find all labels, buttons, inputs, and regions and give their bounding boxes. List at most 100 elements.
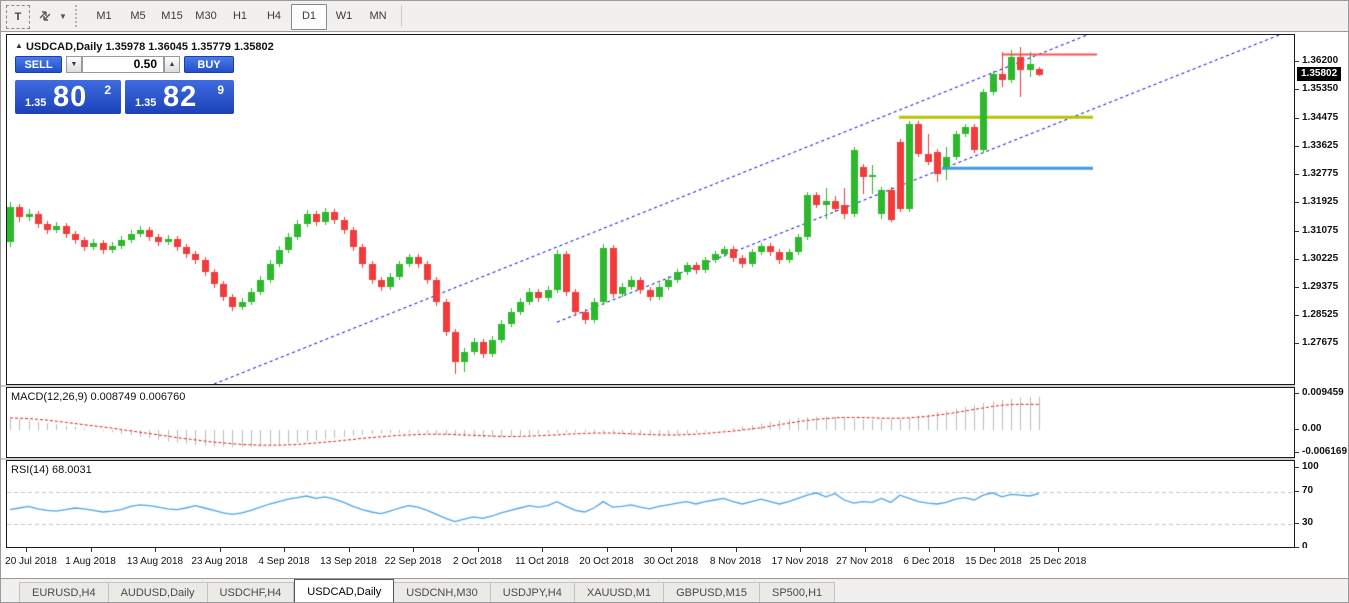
toolbar: T ▼ M1 M5 M15 M30 H1 H4 D1 W1 MN (1, 1, 1348, 32)
date-label: 27 Nov 2018 (836, 556, 893, 567)
timeframe-button-m30[interactable]: M30 (195, 10, 217, 22)
price-tick-1.36200: 1.36200 (1302, 55, 1339, 66)
arrows-tool-icon[interactable] (34, 5, 56, 27)
rsi-tick-70: 70 (1302, 485, 1314, 496)
rsi-pane[interactable]: RSI(14) 68.0031 (6, 460, 1295, 548)
sell-price-small: 1.35 (25, 97, 47, 109)
symbol-period: USDCAD,Daily (25, 41, 103, 53)
pane-splitter-2[interactable] (1, 458, 1348, 460)
date-label: 11 Oct 2018 (515, 556, 569, 567)
timeframe-button-w1[interactable]: W1 (335, 10, 353, 22)
date-label: 25 Dec 2018 (1029, 556, 1087, 567)
one-click-trading-panel: SELL ▼ 0.50 ▲ BUY 1.35 80 2 1.35 82 (15, 56, 234, 114)
rsi-tick-0: 0 (1302, 541, 1308, 552)
date-label: 2 Oct 2018 (453, 556, 502, 567)
macd-tick-0.009459: 0.009459 (1302, 387, 1344, 398)
macd-value-main: 0.008749 (90, 391, 137, 403)
chart-tab-usdjpy[interactable]: USDJPY,H4 (490, 582, 575, 602)
timeframe-button-d1[interactable]: D1 (291, 4, 327, 30)
price-tick-1.28525: 1.28525 (1302, 309, 1339, 320)
current-price-tag: 1.35802 (1297, 67, 1342, 81)
price-tick-1.29375: 1.29375 (1302, 281, 1339, 292)
sell-price-box[interactable]: 1.35 80 2 (15, 80, 121, 114)
pane-splitter[interactable] (1, 385, 1348, 387)
timeframe-button-h1[interactable]: H1 (232, 10, 248, 22)
buy-price-pip: 9 (217, 83, 224, 97)
volume-input[interactable]: 0.50 (82, 56, 164, 73)
arrows-icon (39, 11, 51, 21)
sell-price-pip: 2 (104, 83, 111, 97)
chart-tab-usdcnh[interactable]: USDCNH,M30 (394, 582, 491, 602)
text-tool-icon[interactable]: T (6, 5, 30, 29)
date-label: 8 Nov 2018 (709, 556, 762, 567)
rsi-tick-30: 30 (1302, 517, 1314, 528)
timeframe-button-mn[interactable]: MN (369, 10, 387, 22)
date-label: 20 Oct 2018 (579, 556, 634, 567)
volume-down-button[interactable]: ▼ (66, 56, 82, 73)
macd-label: MACD(12,26,9) 0.008749 0.006760 (11, 391, 186, 403)
price-tick-1.31925: 1.31925 (1302, 196, 1339, 207)
volume-stepper: ▼ 0.50 ▲ (66, 56, 180, 73)
macd-value-signal: 0.006760 (139, 391, 186, 403)
date-label: 6 Dec 2018 (903, 556, 955, 567)
dropdown-caret-icon[interactable]: ▼ (59, 11, 67, 21)
sell-price-big: 80 (53, 81, 88, 113)
timeframe-button-m1[interactable]: M1 (96, 10, 112, 22)
price-tick-1.27675: 1.27675 (1302, 337, 1339, 348)
collapse-arrow-icon[interactable]: ▲ (15, 41, 23, 50)
date-label: 1 Aug 2018 (65, 556, 116, 567)
price-tick-1.30225: 1.30225 (1302, 253, 1339, 264)
price-tick-1.32775: 1.32775 (1302, 168, 1339, 179)
rsi-tick-100: 100 (1302, 461, 1319, 472)
ohlc-open: 1.35978 (105, 41, 146, 53)
chart-tab-audusd[interactable]: AUDUSD,Daily (108, 582, 208, 602)
price-pane[interactable]: ▲ USDCAD,Daily 1.35978 1.36045 1.35779 1… (6, 34, 1295, 385)
date-label: 15 Dec 2018 (965, 556, 1022, 567)
chart-tab-sp500[interactable]: SP500,H1 (759, 582, 836, 602)
price-tick-1.35350: 1.35350 (1302, 83, 1339, 94)
toolbar-grip (75, 5, 80, 27)
chart-tab-xauusd[interactable]: XAUUSD,M1 (574, 582, 665, 602)
price-tick-1.34475: 1.34475 (1302, 112, 1339, 123)
ohlc-close: 1.35802 (233, 41, 274, 53)
date-label: 17 Nov 2018 (771, 556, 829, 567)
macd-pane[interactable]: MACD(12,26,9) 0.008749 0.006760 (6, 387, 1295, 458)
chart-tab-usdcad[interactable]: USDCAD,Daily (294, 579, 395, 602)
macd-tick-0.00: 0.00 (1302, 423, 1322, 434)
timeframe-button-m15[interactable]: M15 (161, 10, 183, 22)
price-tick-1.33625: 1.33625 (1302, 140, 1339, 151)
ohlc-low: 1.35779 (191, 41, 231, 53)
rsi-label: RSI(14) 68.0031 (11, 464, 92, 476)
price-tick-1.31075: 1.31075 (1302, 225, 1339, 236)
date-axis[interactable]: 20 Jul 2018 1 Aug 2018 13 Aug 2018 23 Aug 2… (1, 548, 1348, 578)
ohlc-high: 1.36045 (148, 41, 189, 53)
chart-tab-usdchf[interactable]: USDCHF,H4 (207, 582, 295, 602)
chart-window: ▲ USDCAD,Daily 1.35978 1.36045 1.35779 1… (1, 32, 1348, 578)
volume-up-button[interactable]: ▲ (164, 56, 180, 73)
date-label: 30 Oct 2018 (643, 556, 699, 567)
timeframe-button-m5[interactable]: M5 (130, 10, 146, 22)
date-label: 13 Aug 2018 (126, 556, 184, 567)
buy-price-big: 82 (163, 81, 198, 113)
rsi-value: 68.0031 (51, 464, 92, 476)
date-label: 23 Aug 2018 (191, 556, 248, 567)
date-label: 22 Sep 2018 (384, 556, 442, 567)
chart-tab-eurusd[interactable]: EURUSD,H4 (19, 582, 109, 602)
macd-tick--0.006169: -0.006169 (1302, 446, 1348, 457)
price-axis[interactable]: 1.36200 1.35350 1.34475 1.33625 1.32775 1.319… (1295, 32, 1348, 578)
buy-price-small: 1.35 (135, 97, 157, 109)
chart-tab-gbpusd[interactable]: GBPUSD,M15 (664, 582, 760, 602)
macd-canvas[interactable] (7, 388, 1294, 457)
ohlc-header: ▲ USDCAD,Daily 1.35978 1.36045 1.35779 1… (15, 41, 274, 53)
sell-button[interactable]: SELL (15, 56, 62, 73)
date-label: 4 Sep 2018 (258, 556, 310, 567)
date-label: 13 Sep 2018 (320, 556, 377, 567)
buy-price-box[interactable]: 1.35 82 9 (125, 80, 234, 114)
buy-button[interactable]: BUY (184, 56, 234, 73)
rsi-canvas[interactable] (7, 461, 1294, 547)
timeframe-button-h4[interactable]: H4 (266, 10, 282, 22)
date-label: 20 Jul 2018 (5, 556, 57, 567)
timeframe-group: M1 M5 M15 M30 H1 H4 D1 W1 MN (87, 4, 408, 30)
chart-tab-bar: EURUSD,H4 AUDUSD,Daily USDCHF,H4 USDCAD,Dai… (1, 578, 1348, 602)
